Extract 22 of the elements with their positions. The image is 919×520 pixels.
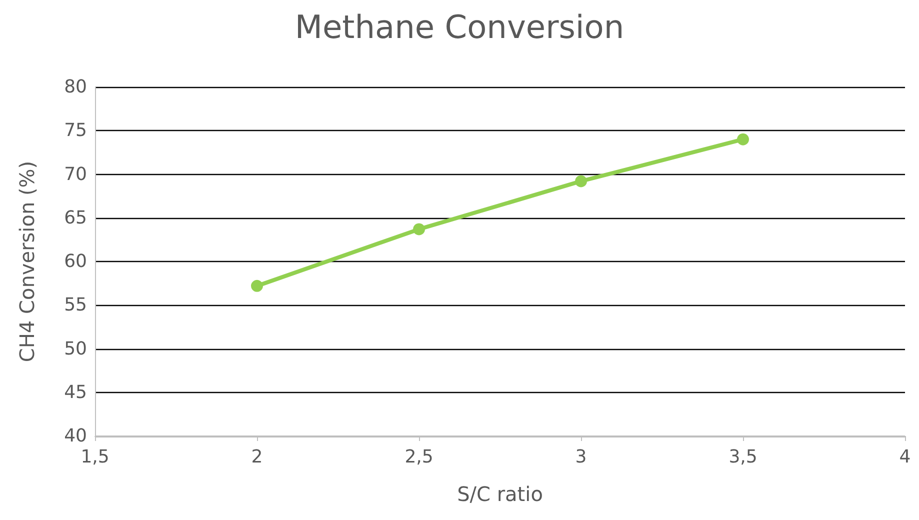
point [737, 133, 749, 146]
y-tick-label: 70 [64, 164, 87, 185]
x-tick-label: 2 [251, 446, 263, 468]
y-tick-label: 60 [64, 251, 87, 272]
x-tick-label: 4 [899, 446, 911, 468]
point [413, 223, 425, 236]
point [251, 280, 263, 292]
y-axis-title: CH4 Conversion (%) [15, 160, 39, 362]
y-tick-label: 75 [64, 120, 87, 142]
y-tick-label: 55 [64, 294, 87, 316]
y-tick-label: 80 [64, 76, 87, 98]
y-tick-label: 50 [64, 338, 87, 360]
y-tick-label: 40 [64, 426, 87, 446]
x-axis-title: S/C ratio [457, 482, 543, 506]
x-tick-label: 2,5 [404, 446, 434, 468]
y-tick-label: 65 [64, 207, 87, 228]
x-tick-label: 1,5 [80, 446, 110, 468]
x-tick-label: 3 [575, 446, 587, 468]
x-tick-label: 3,5 [728, 446, 758, 468]
y-tick-label: 45 [64, 382, 87, 403]
point [575, 175, 587, 188]
chart-title: Methane Conversion [294, 8, 624, 46]
